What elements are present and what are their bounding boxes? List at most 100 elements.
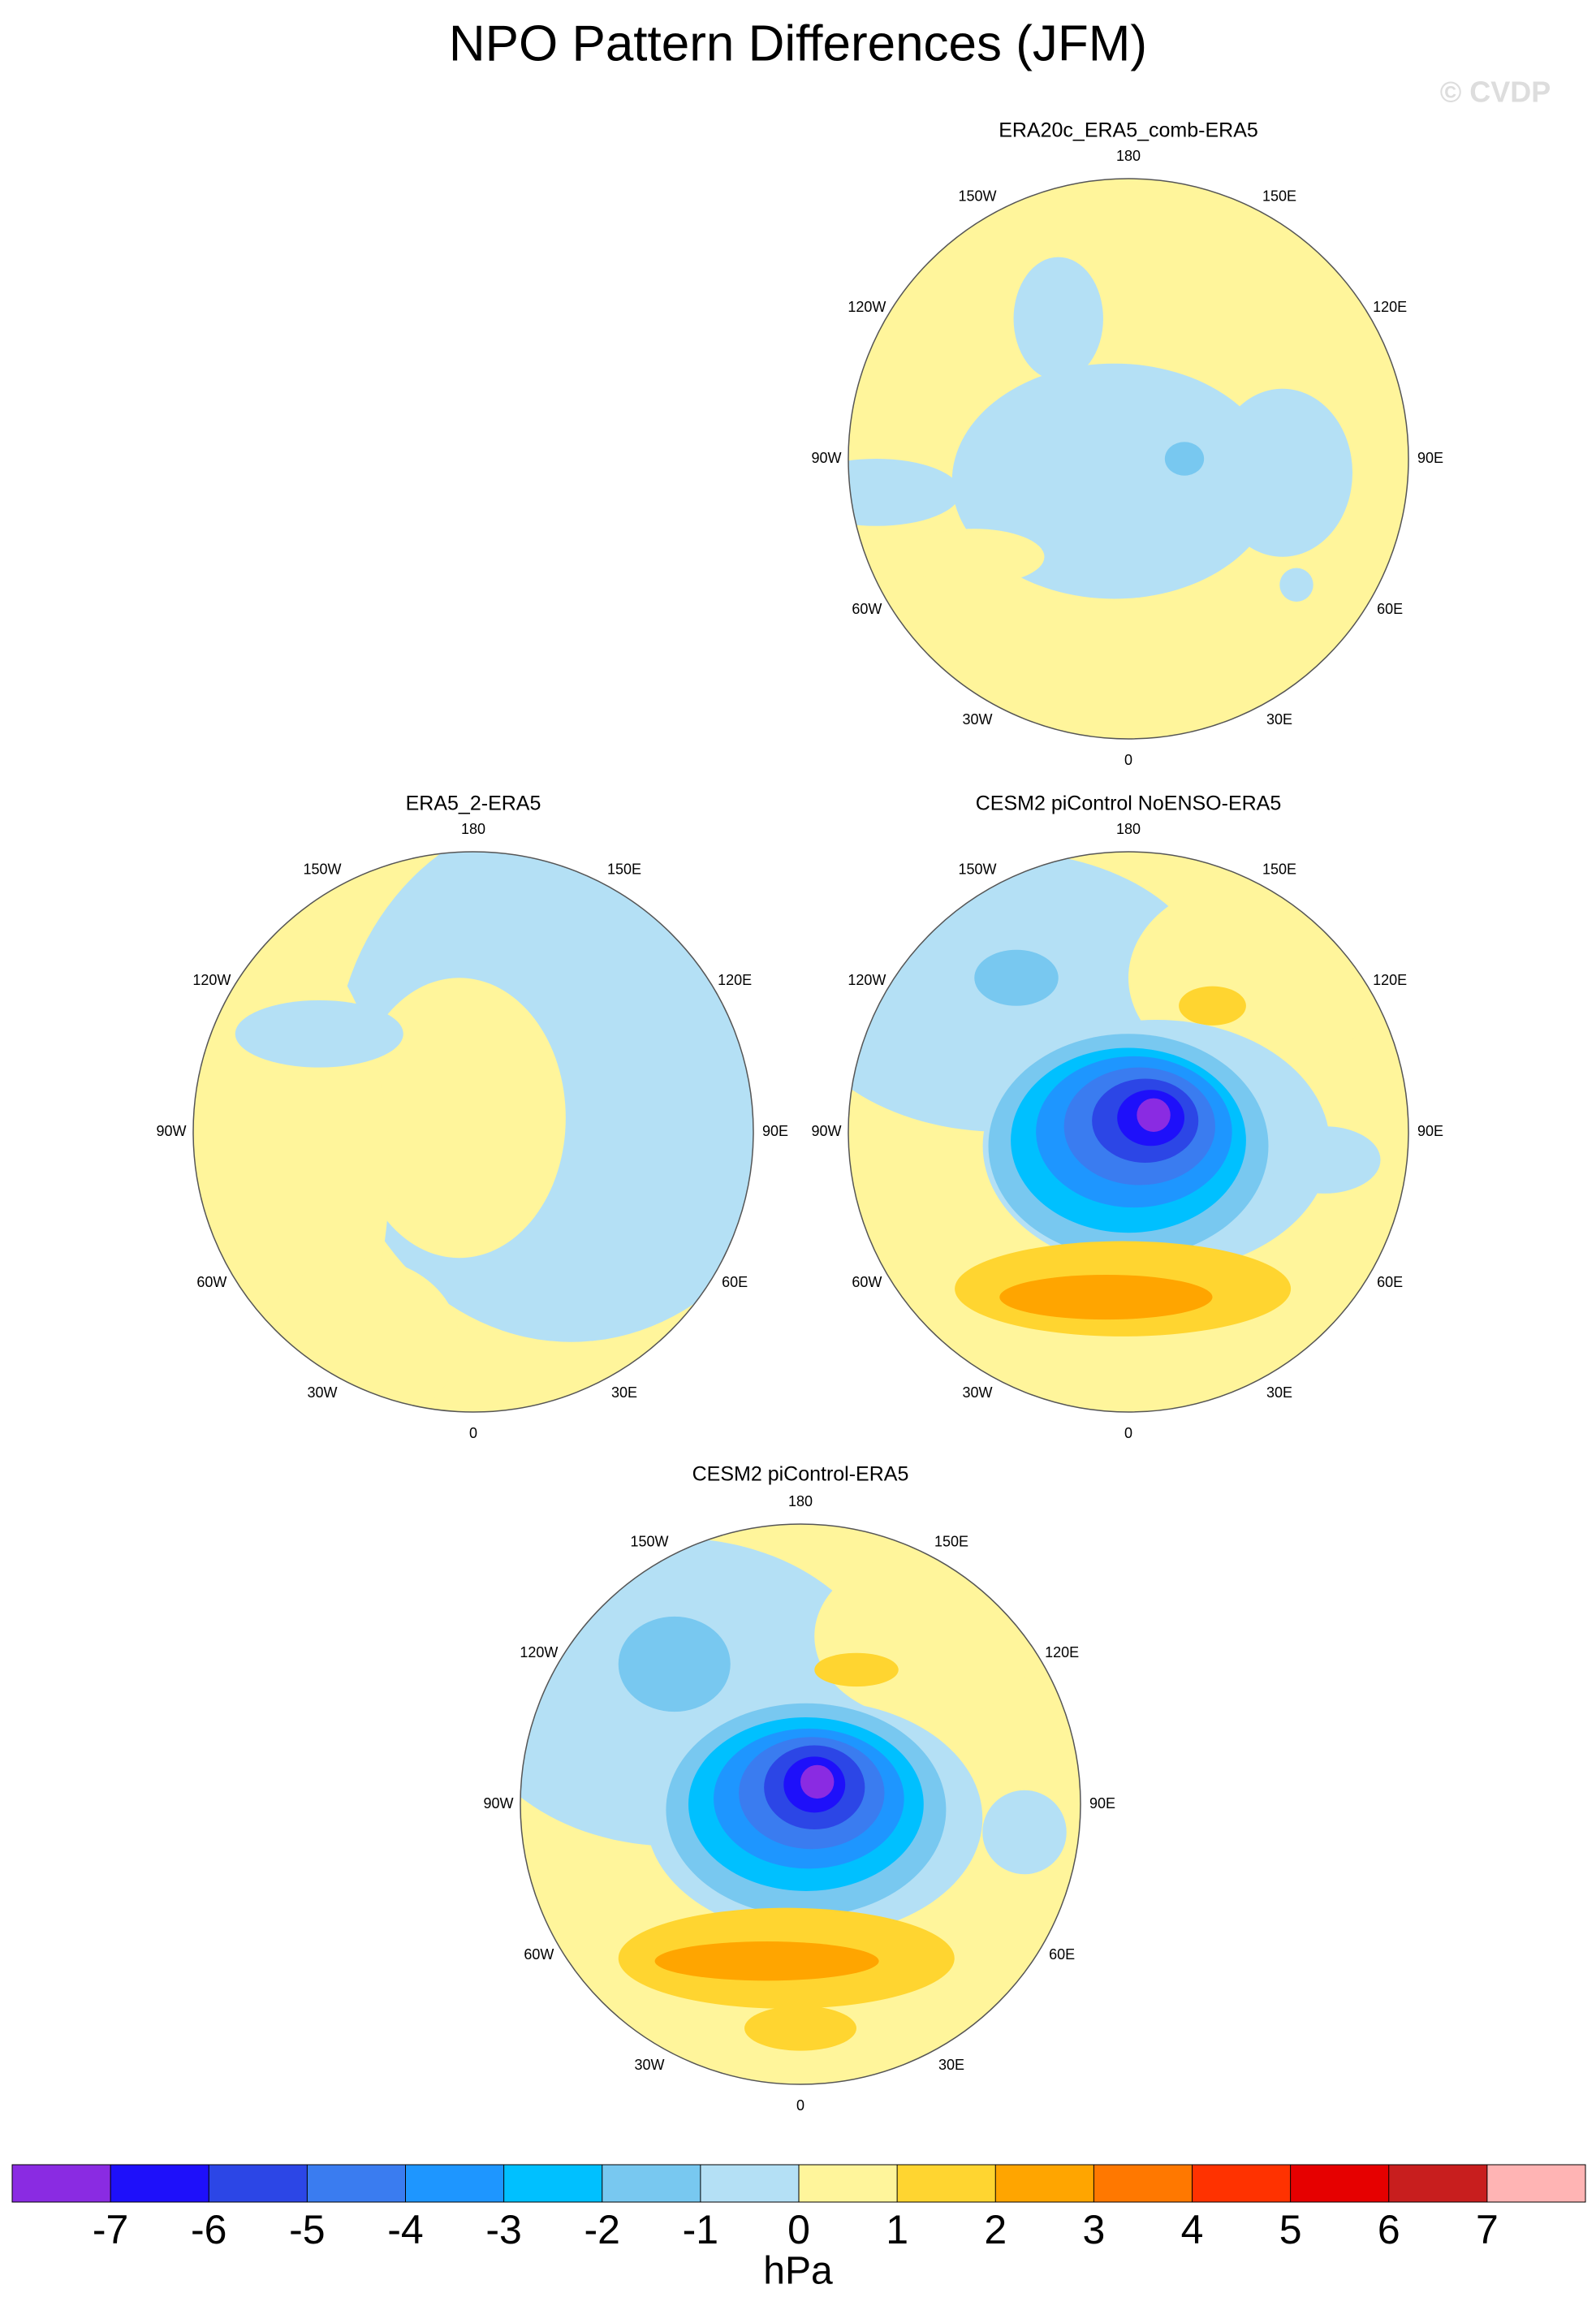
longitude-label: 60W: [524, 1946, 554, 1963]
map-border: [848, 851, 1409, 1413]
longitude-label: 60W: [852, 1274, 882, 1290]
contour-region: [814, 1652, 899, 1687]
colorbar-label: -6: [191, 2207, 226, 2252]
map-border: [520, 1523, 1081, 2085]
colorbar-label: -1: [683, 2207, 718, 2252]
contour-region: [1212, 388, 1352, 557]
colorbar-label: 6: [1378, 2207, 1400, 2252]
longitude-label: 30E: [938, 2057, 964, 2073]
map-fill: [848, 179, 1408, 739]
longitude-label: 60W: [852, 601, 882, 617]
colorbar-label: -2: [584, 2207, 620, 2252]
longitude-label: 60E: [722, 1274, 748, 1290]
longitude-label: 120E: [1373, 972, 1407, 988]
longitude-label: 60W: [196, 1274, 226, 1290]
contour-region: [1013, 257, 1103, 381]
longitude-label: 0: [469, 1425, 477, 1441]
colorbar-box: [700, 2165, 799, 2202]
longitude-label: 180: [1116, 148, 1141, 164]
colorbar-label: 3: [1082, 2207, 1105, 2252]
contour-region: [951, 363, 1277, 599]
colorbar-box: [1093, 2165, 1193, 2202]
contour-region: [654, 1941, 879, 1981]
map-panel: CESM2 piControl NoENSO-ERA5 0 30E 60E 90E 120…: [811, 792, 1443, 1441]
longitude-label: 150W: [958, 188, 996, 205]
panel-title: ERA5_2-ERA5: [406, 792, 541, 815]
longitude-label: 150W: [303, 862, 341, 878]
colorbar-label: -3: [485, 2207, 521, 2252]
colorbar-label: -5: [289, 2207, 325, 2252]
longitude-label: 0: [1124, 752, 1132, 768]
colorbar-unit: hPa: [763, 2250, 833, 2293]
longitude-label: 120W: [192, 972, 231, 988]
contour-region: [1268, 1126, 1381, 1194]
contour-region: [1279, 568, 1313, 602]
longitude-label: 0: [796, 2097, 804, 2114]
map-border: [848, 178, 1409, 740]
map-border: [192, 851, 754, 1413]
watermark: © CVDP: [1440, 76, 1551, 109]
contour-region: [235, 1000, 403, 1068]
longitude-label: 150E: [607, 862, 641, 878]
longitude-label: 120E: [718, 972, 752, 988]
contour-region: [1137, 1098, 1171, 1133]
contour-region: [1164, 442, 1205, 476]
longitude-label: 30W: [962, 711, 992, 728]
longitude-label: 150W: [630, 1534, 668, 1550]
longitude-label: 90E: [1417, 450, 1443, 466]
contour-region: [618, 1616, 731, 1712]
colorbar-box: [1290, 2165, 1389, 2202]
contour-region: [982, 1790, 1067, 1875]
colorbar-box: [1486, 2165, 1585, 2202]
map-panel: CESM2 piControl-ERA5 0 30E 60E 90E 120E 150E 18…: [483, 1463, 1115, 2114]
map-fill: [848, 852, 1408, 1412]
colorbar-box: [209, 2165, 308, 2202]
colorbar-box: [995, 2165, 1094, 2202]
contour-region: [999, 1274, 1213, 1320]
longitude-label: 150E: [934, 1534, 968, 1550]
longitude-label: 60E: [1049, 1946, 1075, 1963]
longitude-label: 0: [1124, 1425, 1132, 1441]
longitude-label: 180: [788, 1493, 813, 1509]
longitude-label: 30W: [962, 1384, 992, 1401]
longitude-label: 30W: [307, 1384, 337, 1401]
colorbar-box: [110, 2165, 209, 2202]
longitude-label: 120E: [1045, 1644, 1079, 1660]
longitude-label: 60E: [1377, 601, 1403, 617]
map-fill: [193, 852, 753, 1412]
longitude-label: 90W: [156, 1123, 186, 1139]
longitude-label: 90E: [762, 1123, 788, 1139]
panel-title: CESM2 piControl NoENSO-ERA5: [976, 792, 1282, 815]
panel-title: ERA20c_ERA5_comb-ERA5: [999, 119, 1258, 142]
contour-region: [904, 529, 1045, 585]
colorbar-label: 0: [787, 2207, 810, 2252]
map-panel: ERA5_2-ERA5 0 30E 60E 90E 120E 150E 180 150W 120W…: [156, 792, 788, 1441]
map-fill: [520, 1524, 1081, 2084]
colorbar-box: [307, 2165, 406, 2202]
contour-region: [263, 1258, 459, 1412]
colorbar-box: [12, 2165, 111, 2202]
colorbar-box: [503, 2165, 602, 2202]
colorbar-box: [1388, 2165, 1487, 2202]
colorbar-label: 5: [1279, 2207, 1302, 2252]
colorbar-box: [1192, 2165, 1291, 2202]
colorbar-label: -4: [387, 2207, 423, 2252]
contour-region: [974, 949, 1059, 1006]
colorbar-label: -7: [93, 2207, 128, 2252]
contour-region: [744, 2006, 856, 2051]
contour-region: [1179, 986, 1246, 1026]
longitude-label: 30W: [634, 2057, 664, 2073]
longitude-label: 150W: [958, 862, 996, 878]
longitude-label: 90W: [483, 1795, 513, 1812]
longitude-label: 30E: [611, 1384, 637, 1401]
colorbar-box: [602, 2165, 701, 2202]
longitude-label: 150E: [1262, 862, 1296, 878]
longitude-label: 180: [1116, 821, 1141, 837]
longitude-label: 30E: [1266, 1384, 1292, 1401]
longitude-label: 90E: [1089, 1795, 1115, 1812]
longitude-label: 30E: [1266, 711, 1292, 728]
longitude-label: 120W: [848, 299, 886, 315]
longitude-label: 120W: [848, 972, 886, 988]
contour-region: [800, 1764, 835, 1799]
